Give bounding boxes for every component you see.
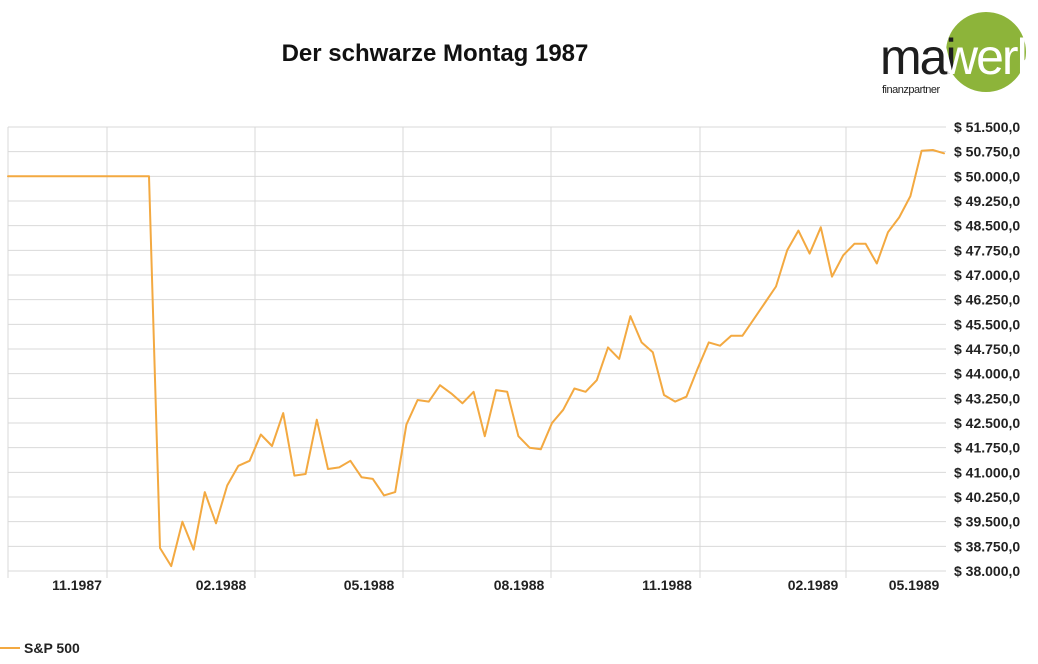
logo-green-circle: [946, 12, 1026, 92]
x-tick-label: 02.1989: [788, 577, 839, 593]
y-tick-label: $ 40.250,0: [954, 489, 1020, 505]
y-tick-label: $ 43.250,0: [954, 390, 1020, 406]
y-tick-label: $ 39.500,0: [954, 514, 1020, 530]
legend-swatch: [0, 647, 20, 649]
y-tick-label: $ 47.750,0: [954, 242, 1020, 258]
y-tick-label: $ 48.500,0: [954, 218, 1020, 234]
logo-text-werk: werk: [942, 29, 1038, 85]
y-tick-label: $ 47.000,0: [954, 267, 1020, 283]
y-tick-label: $ 51.500,0: [954, 119, 1020, 135]
y-tick-label: $ 41.000,0: [954, 464, 1020, 480]
legend: S&P 500: [0, 638, 80, 658]
x-tick-label: 05.1988: [344, 577, 395, 593]
y-tick-label: $ 41.750,0: [954, 440, 1020, 456]
y-tick-label: $ 42.500,0: [954, 415, 1020, 431]
y-tick-label: $ 38.000,0: [954, 563, 1020, 579]
y-tick-label: $ 44.750,0: [954, 341, 1020, 357]
logo-text-mai: mai: [880, 29, 957, 85]
chart-title: Der schwarze Montag 1987: [281, 40, 589, 67]
x-tick-label: 11.1987: [52, 577, 102, 593]
x-tick-label: 02.1988: [196, 577, 247, 593]
y-tick-label: $ 44.000,0: [954, 366, 1020, 382]
y-tick-label: $ 50.750,0: [954, 144, 1020, 160]
y-tick-label: $ 45.500,0: [954, 316, 1020, 332]
y-tick-label: $ 46.250,0: [954, 292, 1020, 308]
y-tick-label: $ 38.750,0: [954, 538, 1020, 554]
legend-label: S&P 500: [24, 640, 80, 656]
logo-subline: finanzpartner: [882, 84, 940, 96]
x-tick-label: 11.1988: [642, 577, 692, 593]
series-line-sp500: [7, 149, 945, 568]
x-tick-label: 05.1989: [889, 577, 940, 593]
x-tick-label: 08.1988: [494, 577, 545, 593]
y-tick-label: $ 49.250,0: [954, 193, 1020, 209]
y-tick-label: $ 50.000,0: [954, 168, 1020, 184]
maiwerk-logo: mai werk finanzpartner: [880, 12, 1038, 104]
